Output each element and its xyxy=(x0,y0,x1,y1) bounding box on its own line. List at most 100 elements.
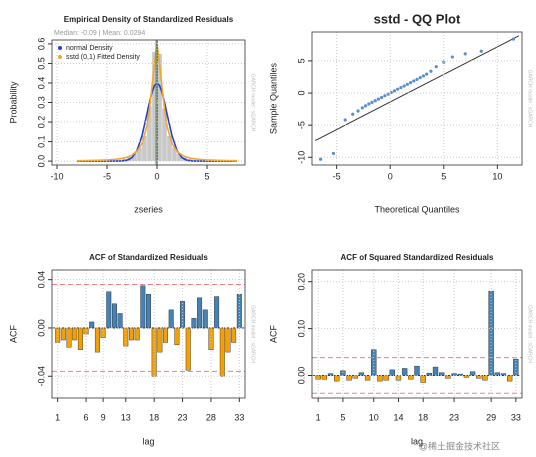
acf-bar xyxy=(197,297,203,329)
panel-title: sstd - QQ Plot xyxy=(374,11,461,26)
x-axis-label: lag xyxy=(411,436,423,446)
point xyxy=(356,109,360,113)
point xyxy=(383,94,387,98)
y-tick-label: 5 xyxy=(296,58,306,63)
x-tick-label: 10 xyxy=(492,171,502,181)
y-tick-label: 0.00 xyxy=(296,367,306,385)
acf-bar xyxy=(395,375,402,381)
point xyxy=(418,76,422,80)
acf-bar xyxy=(408,375,414,380)
side-note: GARCH model : sGARCH xyxy=(527,70,533,128)
y-tick-label: 0 xyxy=(296,91,306,96)
x-tick-label: -5 xyxy=(333,171,341,181)
legend-label: normal Density xyxy=(66,45,113,52)
point xyxy=(392,89,397,93)
x-tick-label: 0 xyxy=(388,171,393,181)
x-tick-label: 10 xyxy=(369,412,379,422)
acf-bar xyxy=(168,309,174,329)
reference-line xyxy=(314,35,520,142)
acf-bar xyxy=(89,321,95,329)
acf-bar xyxy=(383,375,389,381)
point xyxy=(386,92,390,96)
point xyxy=(373,99,377,103)
x-tick-label: 1 xyxy=(55,412,60,422)
y-tick-label: -0.04 xyxy=(36,366,46,387)
point xyxy=(363,104,368,108)
point xyxy=(429,69,433,73)
x-tick-label: 29 xyxy=(486,412,496,422)
y-axis-label: Sample Quantiles xyxy=(268,62,278,134)
point xyxy=(463,52,467,56)
acf-bar xyxy=(72,327,78,341)
point xyxy=(399,85,403,90)
point xyxy=(405,82,409,86)
acf-bar xyxy=(364,375,371,381)
plot-area xyxy=(312,290,522,394)
x-tick-label: 18 xyxy=(149,412,159,422)
panel-title: Empirical Density of Standardized Residu… xyxy=(64,15,234,24)
plot-frame xyxy=(311,31,523,166)
plot-frame xyxy=(51,269,246,399)
point xyxy=(370,100,374,104)
acf-bar xyxy=(346,375,352,381)
x-tick-label: 18 xyxy=(418,412,428,422)
point xyxy=(425,72,429,76)
point xyxy=(343,118,347,122)
x-tick-label: -5 xyxy=(103,171,111,181)
acf-bar xyxy=(163,327,168,343)
acf-bar xyxy=(469,371,476,376)
point xyxy=(450,55,454,59)
acf-bar xyxy=(66,327,72,348)
acf-bar xyxy=(106,291,112,329)
y-tick-label: 0.1 xyxy=(36,135,46,148)
x-tick-label: -10 xyxy=(50,171,63,181)
x-tick-label: 0 xyxy=(154,171,159,181)
point xyxy=(415,77,419,81)
y-tick-label: 0.04 xyxy=(36,271,46,289)
point xyxy=(351,112,355,116)
acf-bar xyxy=(352,375,358,379)
point xyxy=(367,102,371,106)
acf-bar xyxy=(334,375,340,382)
point xyxy=(331,151,336,156)
acf-bar xyxy=(371,349,377,376)
y-tick-label: 0.2 xyxy=(36,116,46,129)
watermark: @稀土掘金技术社区 xyxy=(419,440,500,451)
x-tick-label: 6 xyxy=(84,412,89,422)
point xyxy=(318,157,323,161)
acf-bar xyxy=(94,327,100,353)
panel-title: ACF of Squared Standardized Residuals xyxy=(341,253,494,262)
y-axis-label: Probability xyxy=(8,81,18,124)
acf-bar xyxy=(236,293,242,329)
x-tick-label: 5 xyxy=(204,171,209,181)
point xyxy=(421,74,426,78)
y-tick-label: -10 xyxy=(296,151,306,164)
legend-marker xyxy=(58,46,62,50)
acf-bar xyxy=(401,368,408,376)
y-tick-label: -5 xyxy=(296,121,306,129)
acf-bar xyxy=(77,327,83,350)
acf-bar xyxy=(128,327,134,341)
acf-bar xyxy=(340,370,346,376)
acf-bar xyxy=(140,285,146,329)
acf-bar xyxy=(111,303,117,329)
y-tick-label: 0.4 xyxy=(36,77,46,90)
acf-bar xyxy=(214,296,220,329)
y-axis-label: ACF xyxy=(8,324,18,343)
y-tick-label: 0.0 xyxy=(36,155,46,168)
acf-bar xyxy=(513,358,519,376)
acf-bar xyxy=(414,365,420,376)
point xyxy=(511,37,516,41)
x-axis-label: zseries xyxy=(134,204,163,214)
x-tick-label: 28 xyxy=(206,412,216,422)
acf-bar xyxy=(506,375,513,382)
acf-bar xyxy=(208,327,214,350)
x-tick-label: 5 xyxy=(340,412,345,422)
y-tick-label: 0.3 xyxy=(36,96,46,109)
point xyxy=(412,79,416,83)
x-axis-label: lag xyxy=(142,436,154,446)
x-tick-label: 23 xyxy=(449,412,459,422)
x-tick-label: 13 xyxy=(121,412,131,422)
x-tick-label: 14 xyxy=(393,412,403,422)
